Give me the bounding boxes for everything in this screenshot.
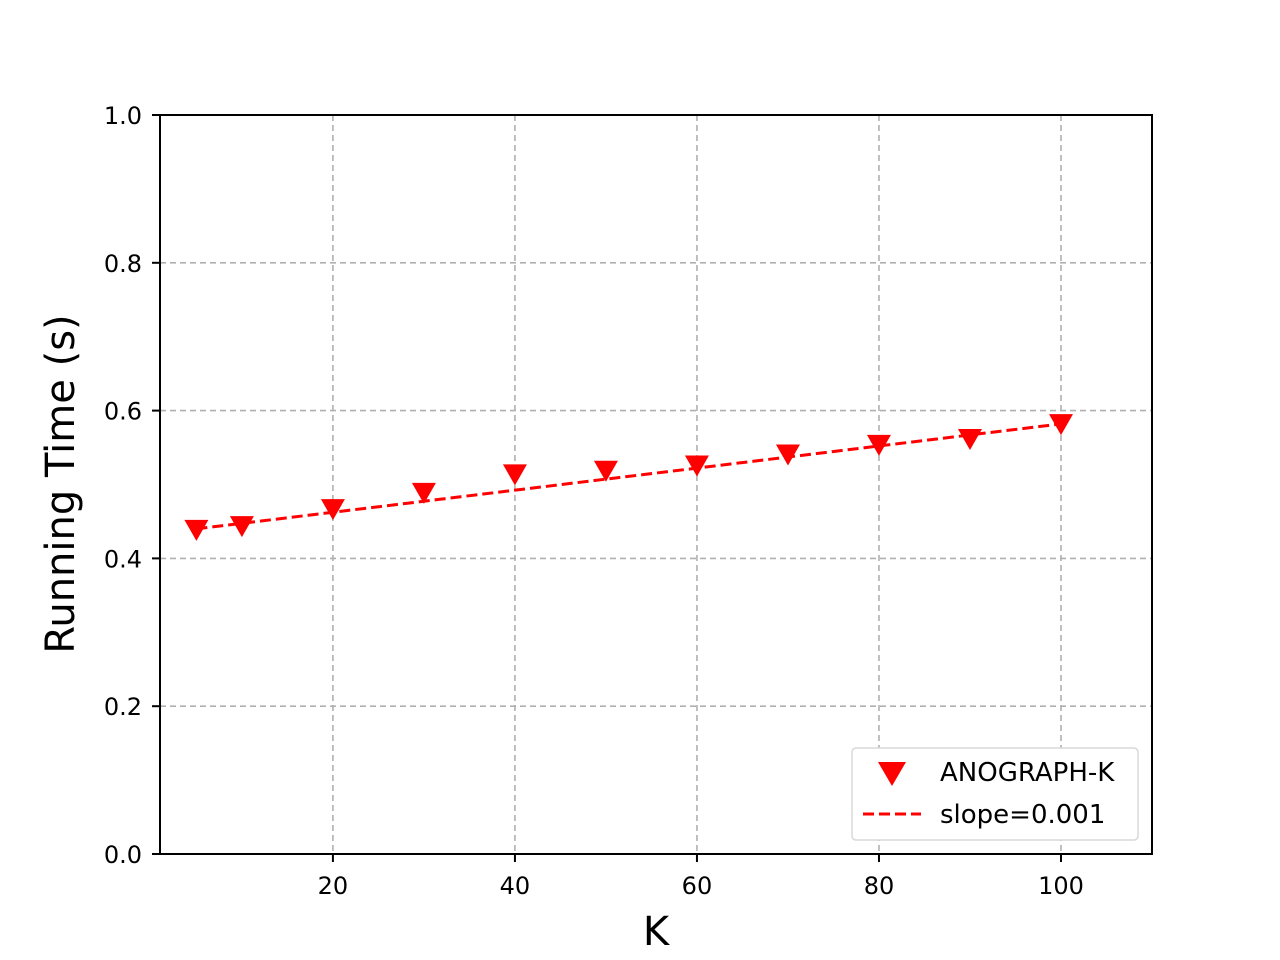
data-point (1048, 414, 1073, 436)
x-tick-label: 80 (864, 872, 895, 900)
plot-frame (159, 114, 1153, 855)
legend-marker-triangle-icon (878, 762, 906, 786)
data-point (411, 482, 436, 504)
data-point (957, 428, 982, 450)
data-point (184, 519, 209, 541)
legend-box (851, 747, 1139, 841)
data-point (320, 499, 345, 521)
legend: ANOGRAPH-K slope=0.001 (851, 747, 1139, 841)
data-points-layer (184, 414, 1073, 541)
x-tick-label: 60 (682, 872, 713, 900)
y-tick-label: 0.4 (104, 545, 142, 573)
data-point (684, 455, 709, 477)
legend-label-scatter: ANOGRAPH-K (940, 758, 1115, 788)
y-axis-ticks: 0.0 0.2 0.4 0.6 0.8 1.0 (104, 102, 160, 869)
grid (160, 115, 1152, 854)
x-tick-label: 40 (500, 872, 531, 900)
y-tick-label: 0.0 (104, 841, 142, 869)
x-tick-label: 20 (318, 872, 349, 900)
y-tick-label: 1.0 (104, 102, 142, 130)
data-point (593, 460, 618, 482)
legend-label-line: slope=0.001 (940, 800, 1105, 830)
data-point (502, 464, 527, 486)
y-tick-label: 0.8 (104, 250, 142, 278)
x-tick-label: 100 (1038, 872, 1084, 900)
y-tick-label: 0.6 (104, 398, 142, 426)
x-axis-ticks: 20 40 60 80 100 (318, 854, 1084, 900)
y-tick-label: 0.2 (104, 693, 142, 721)
data-point (775, 444, 800, 466)
data-point (229, 516, 254, 538)
data-point (866, 434, 891, 456)
x-axis-label: K (643, 909, 671, 955)
fit-line-layer (196, 422, 1062, 531)
y-axis-label: Running Time (s) (38, 314, 84, 653)
fit-line (196, 422, 1062, 531)
